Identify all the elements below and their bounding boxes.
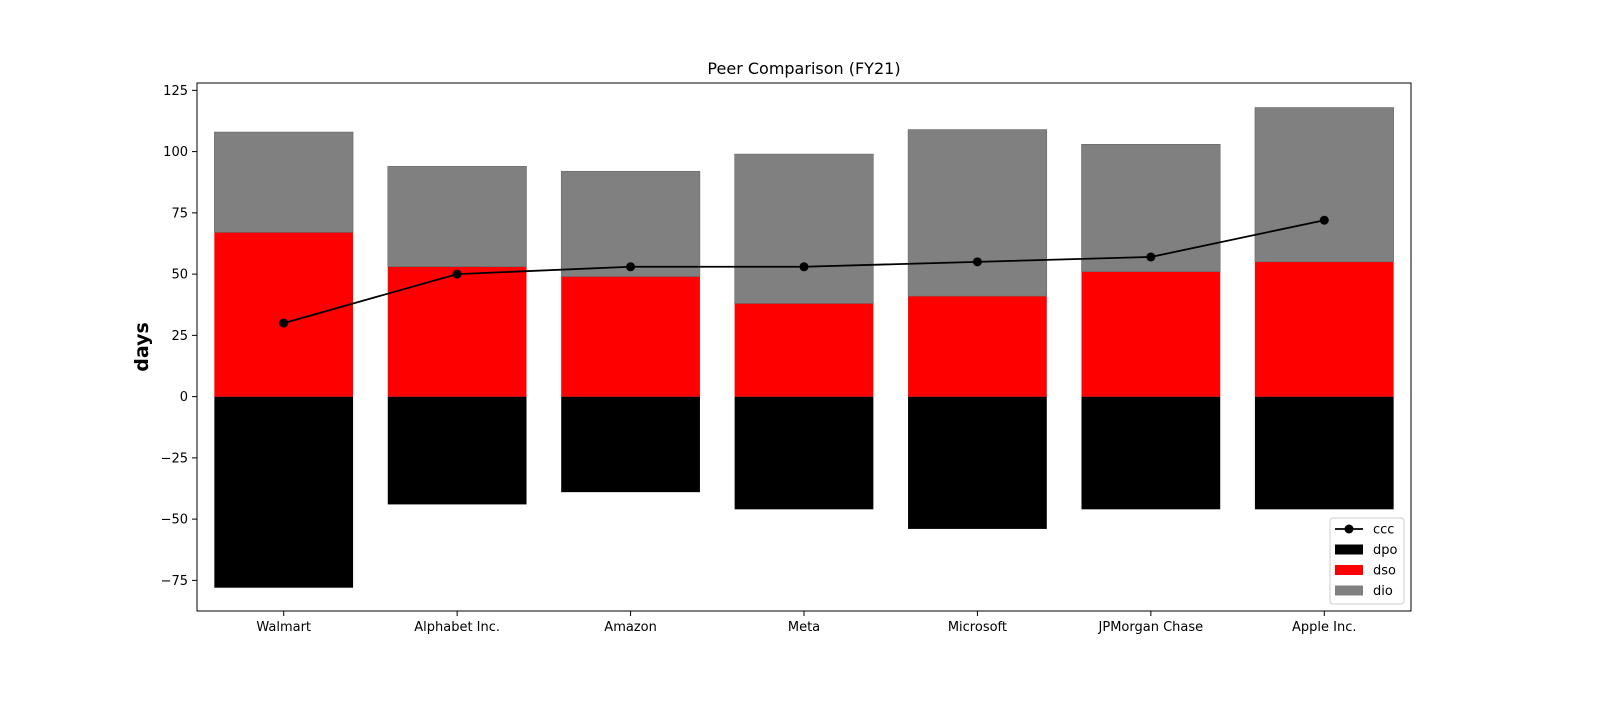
y-axis-label: days xyxy=(131,322,153,372)
y-tick-label-1: −50 xyxy=(161,513,188,528)
bar-dio-5 xyxy=(1081,144,1221,272)
legend-label-dso: dso xyxy=(1373,564,1396,579)
bars-layer xyxy=(214,107,1394,588)
point-ccc-6 xyxy=(1319,215,1329,225)
y-tick-label-8: 125 xyxy=(163,84,188,99)
legend: ccc dpo dso dio xyxy=(1329,517,1405,605)
legend-swatch-dpo xyxy=(1335,544,1363,555)
point-ccc-1 xyxy=(452,269,462,279)
x-tick-label-0: Walmart xyxy=(256,620,311,635)
bar-dio-1 xyxy=(387,166,527,268)
bar-dso-4 xyxy=(908,296,1047,397)
chart-title: Peer Comparison (FY21) xyxy=(707,59,900,78)
y-tick-label-3: 0 xyxy=(180,390,188,405)
x-tick-label-5: JPMorgan Chase xyxy=(1098,620,1204,635)
bar-dso-2 xyxy=(561,276,700,397)
point-ccc-0 xyxy=(279,318,289,328)
y-tick-label-2: −25 xyxy=(161,451,188,466)
legend-swatch-dso xyxy=(1335,565,1363,575)
bar-dpo-4 xyxy=(908,396,1047,529)
y-tick-label-0: −75 xyxy=(161,574,188,589)
bar-dso-0 xyxy=(214,232,354,397)
bar-dpo-3 xyxy=(734,396,874,510)
point-ccc-4 xyxy=(972,257,982,267)
axes-layer: −75 −50 −25 0 25 50 75 100 125 Walmart Alphabet In… xyxy=(161,82,1412,635)
y-tick-label-6: 75 xyxy=(171,206,188,221)
bar-dpo-2 xyxy=(561,396,700,493)
bar-dpo-1 xyxy=(387,396,527,505)
ccc-line-layer xyxy=(279,215,1329,328)
legend-label-dio: dio xyxy=(1373,584,1393,599)
point-ccc-5 xyxy=(1146,252,1156,262)
point-ccc-3 xyxy=(799,262,809,272)
bar-dio-6 xyxy=(1254,107,1394,263)
x-tick-label-4: Microsoft xyxy=(948,620,1007,635)
bar-dio-0 xyxy=(214,131,354,233)
legend-box xyxy=(1329,517,1405,605)
x-tick-label-3: Meta xyxy=(788,620,820,635)
bar-dso-6 xyxy=(1254,261,1394,397)
y-tick-label-7: 100 xyxy=(163,145,188,160)
legend-label-ccc: ccc xyxy=(1373,523,1394,538)
y-tick-label-5: 50 xyxy=(171,268,188,283)
y-tick-label-4: 25 xyxy=(171,329,188,344)
bar-dio-3 xyxy=(734,153,874,304)
point-ccc-2 xyxy=(626,262,636,272)
bar-dso-5 xyxy=(1081,271,1221,397)
bar-dso-3 xyxy=(734,303,874,397)
legend-swatch-dio xyxy=(1335,585,1363,596)
bar-dpo-6 xyxy=(1254,396,1394,510)
bar-dpo-5 xyxy=(1081,396,1221,510)
bar-dio-4 xyxy=(907,129,1048,297)
legend-label-dpo: dpo xyxy=(1373,543,1398,558)
legend-marker-ccc xyxy=(1344,524,1354,534)
x-tick-label-6: Apple Inc. xyxy=(1292,620,1357,635)
x-tick-label-2: Amazon xyxy=(604,620,657,635)
bar-dio-2 xyxy=(560,170,701,277)
bar-dpo-0 xyxy=(214,396,354,588)
x-tick-label-1: Alphabet Inc. xyxy=(414,620,500,635)
bar-dso-1 xyxy=(387,266,527,397)
